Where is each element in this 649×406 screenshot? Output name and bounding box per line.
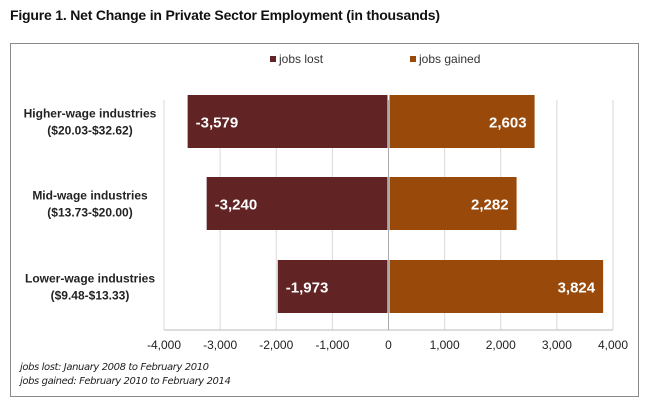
category-range: ($9.48-$13.33)	[51, 289, 130, 303]
category-range: ($13.73-$20.00)	[47, 206, 132, 220]
data-label: 2,282	[471, 197, 509, 214]
x-tick-label: -1,000	[315, 338, 349, 352]
data-label: -1,973	[286, 280, 329, 297]
bar-jobs-gained	[389, 177, 517, 230]
bar-jobs-gained	[389, 260, 604, 313]
x-tick-label: -3,000	[203, 338, 237, 352]
legend-swatch	[410, 56, 416, 62]
x-tick-label: 4,000	[598, 338, 628, 352]
category-label: Lower-wage industries	[25, 272, 155, 286]
x-tick-label: 0	[385, 338, 392, 352]
bar-jobs-lost	[187, 95, 388, 148]
note-jobs-lost: jobs lost: January 2008 to February 2010	[20, 362, 209, 373]
bar-jobs-lost	[206, 177, 388, 230]
category-label: Mid-wage industries	[32, 189, 148, 203]
x-tick-label: -2,000	[259, 338, 293, 352]
chart-title: Figure 1. Net Change in Private Sector E…	[10, 7, 440, 23]
category-range: ($20.03-$32.62)	[47, 124, 132, 138]
note-jobs-gained: jobs gained: February 2010 to February 2…	[20, 376, 231, 387]
data-label: -3,579	[196, 115, 239, 132]
x-tick-label: 3,000	[542, 338, 572, 352]
legend-swatch	[270, 56, 276, 62]
data-label: 2,603	[489, 115, 527, 132]
bar-jobs-gained	[389, 95, 535, 148]
x-tick-label: 1,000	[430, 338, 460, 352]
data-label: -3,240	[215, 197, 258, 214]
data-label: 3,824	[558, 280, 596, 297]
legend-label: jobs gained	[418, 52, 480, 66]
x-tick-label: -4,000	[147, 338, 181, 352]
bar-jobs-lost	[277, 260, 388, 313]
x-tick-label: 2,000	[486, 338, 516, 352]
legend-label: jobs lost	[278, 52, 324, 66]
category-label: Higher-wage industries	[24, 107, 157, 121]
chart-frame	[10, 43, 639, 397]
